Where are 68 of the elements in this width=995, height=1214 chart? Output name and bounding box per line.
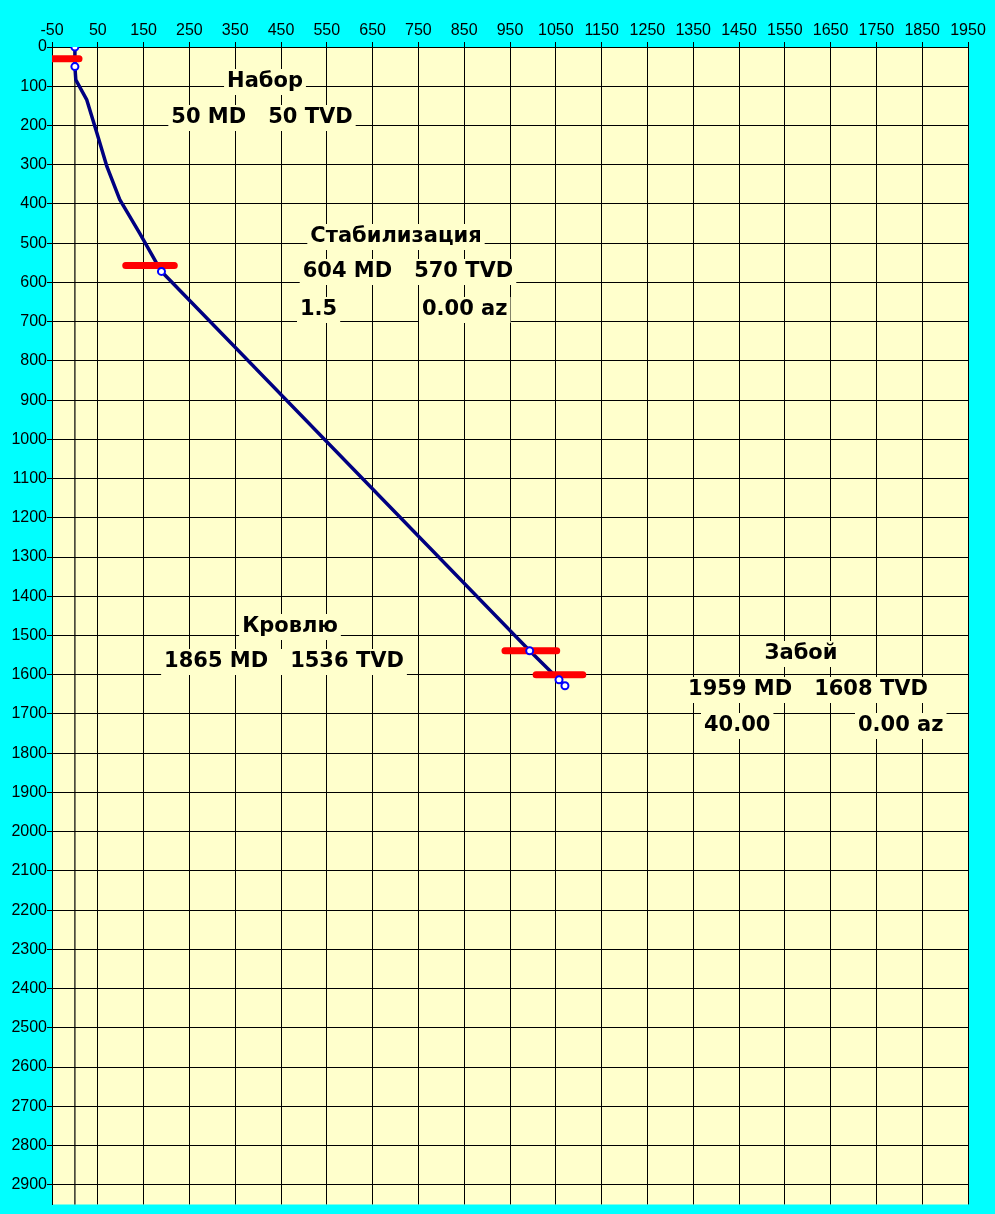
annotation: 0.00 az: [422, 296, 508, 321]
annotation: 604 MD 570 TVD: [302, 258, 514, 283]
annotation: 1865 MD 1536 TVD: [164, 648, 404, 673]
x-tick-label: 750: [405, 20, 432, 38]
x-tick-label: 1450: [721, 20, 757, 38]
x-tick-label: 1750: [858, 20, 895, 38]
y-tick-label: 1500: [11, 625, 48, 643]
x-tick-label: 1050: [538, 20, 574, 38]
x-tick-label: 650: [359, 20, 387, 38]
x-tick-label: 550: [313, 20, 341, 38]
y-tick-label: 2000: [11, 822, 48, 840]
point: [560, 681, 570, 691]
x-tick-label: 1550: [767, 20, 803, 38]
point: [70, 62, 80, 72]
annotation: Кровлю: [242, 613, 338, 638]
x-tick-label: 1650: [812, 20, 849, 38]
x-tick-label: 350: [221, 20, 249, 38]
annotation: 1.5: [300, 296, 338, 321]
y-tick-label: 900: [20, 390, 48, 408]
y-tick-label: 2500: [11, 1018, 48, 1036]
x-tick-label: 950: [496, 20, 524, 38]
annotation: 40.00: [704, 712, 771, 737]
y-tick-label: 1700: [11, 704, 48, 722]
x-tick-label: 850: [450, 20, 478, 38]
y-tick-label: 1800: [11, 743, 48, 761]
point: [554, 675, 564, 685]
x-tick-label: 1350: [675, 20, 712, 38]
point: [156, 266, 166, 276]
y-tick-label: 1000: [11, 429, 48, 447]
x-tick-label: 50: [88, 20, 107, 38]
y-tick-label: 200: [20, 115, 48, 133]
y-tick-label: 1300: [11, 547, 48, 565]
x-tick-label: 1250: [629, 20, 666, 38]
y-tick-label: 0: [38, 37, 48, 55]
y-tick-label: 400: [20, 194, 48, 212]
y-tick-label: 2900: [11, 1175, 48, 1193]
y-tick-label: 1400: [11, 586, 48, 604]
y-tick-label: 1900: [11, 782, 48, 800]
annotation: 1959 MD 1608 TVD: [688, 676, 928, 701]
y-tick-label: 500: [20, 233, 48, 251]
x-tick-label: -50: [40, 20, 64, 38]
y-tick-label: 2700: [11, 1096, 48, 1114]
x-tick-label: 150: [130, 20, 158, 38]
annotation: 0.00 az: [858, 712, 944, 737]
y-tick-label: 800: [20, 351, 48, 369]
x-tick-label: 1850: [904, 20, 941, 38]
y-tick-label: 1100: [12, 468, 48, 486]
annotation: Набор: [227, 68, 303, 93]
y-tick-label: 2200: [11, 900, 48, 918]
annotation: 50 MD 50 TVD: [171, 104, 353, 129]
y-tick-label: 300: [20, 155, 48, 173]
x-tick-label: 250: [176, 20, 203, 38]
y-tick-label: 100: [20, 76, 48, 94]
y-tick-label: 600: [20, 272, 48, 290]
y-tick-label: 2800: [11, 1135, 48, 1153]
x-tick-label: 1150: [584, 20, 619, 38]
y-tick-label: 2400: [11, 979, 48, 997]
x-tick-label: 1950: [950, 20, 986, 38]
point: [525, 646, 535, 656]
y-tick-label: 1200: [11, 508, 48, 526]
y-tick-label: 1600: [11, 665, 48, 683]
x-tick-label: 450: [267, 20, 295, 38]
annotation: Забой: [764, 640, 838, 665]
y-tick-label: 2600: [11, 1057, 48, 1075]
y-tick-label: 2300: [11, 939, 48, 957]
y-tick-label: 700: [20, 312, 48, 330]
annotation: Стабилизация: [310, 223, 482, 248]
y-tick-label: 2100: [11, 861, 48, 879]
